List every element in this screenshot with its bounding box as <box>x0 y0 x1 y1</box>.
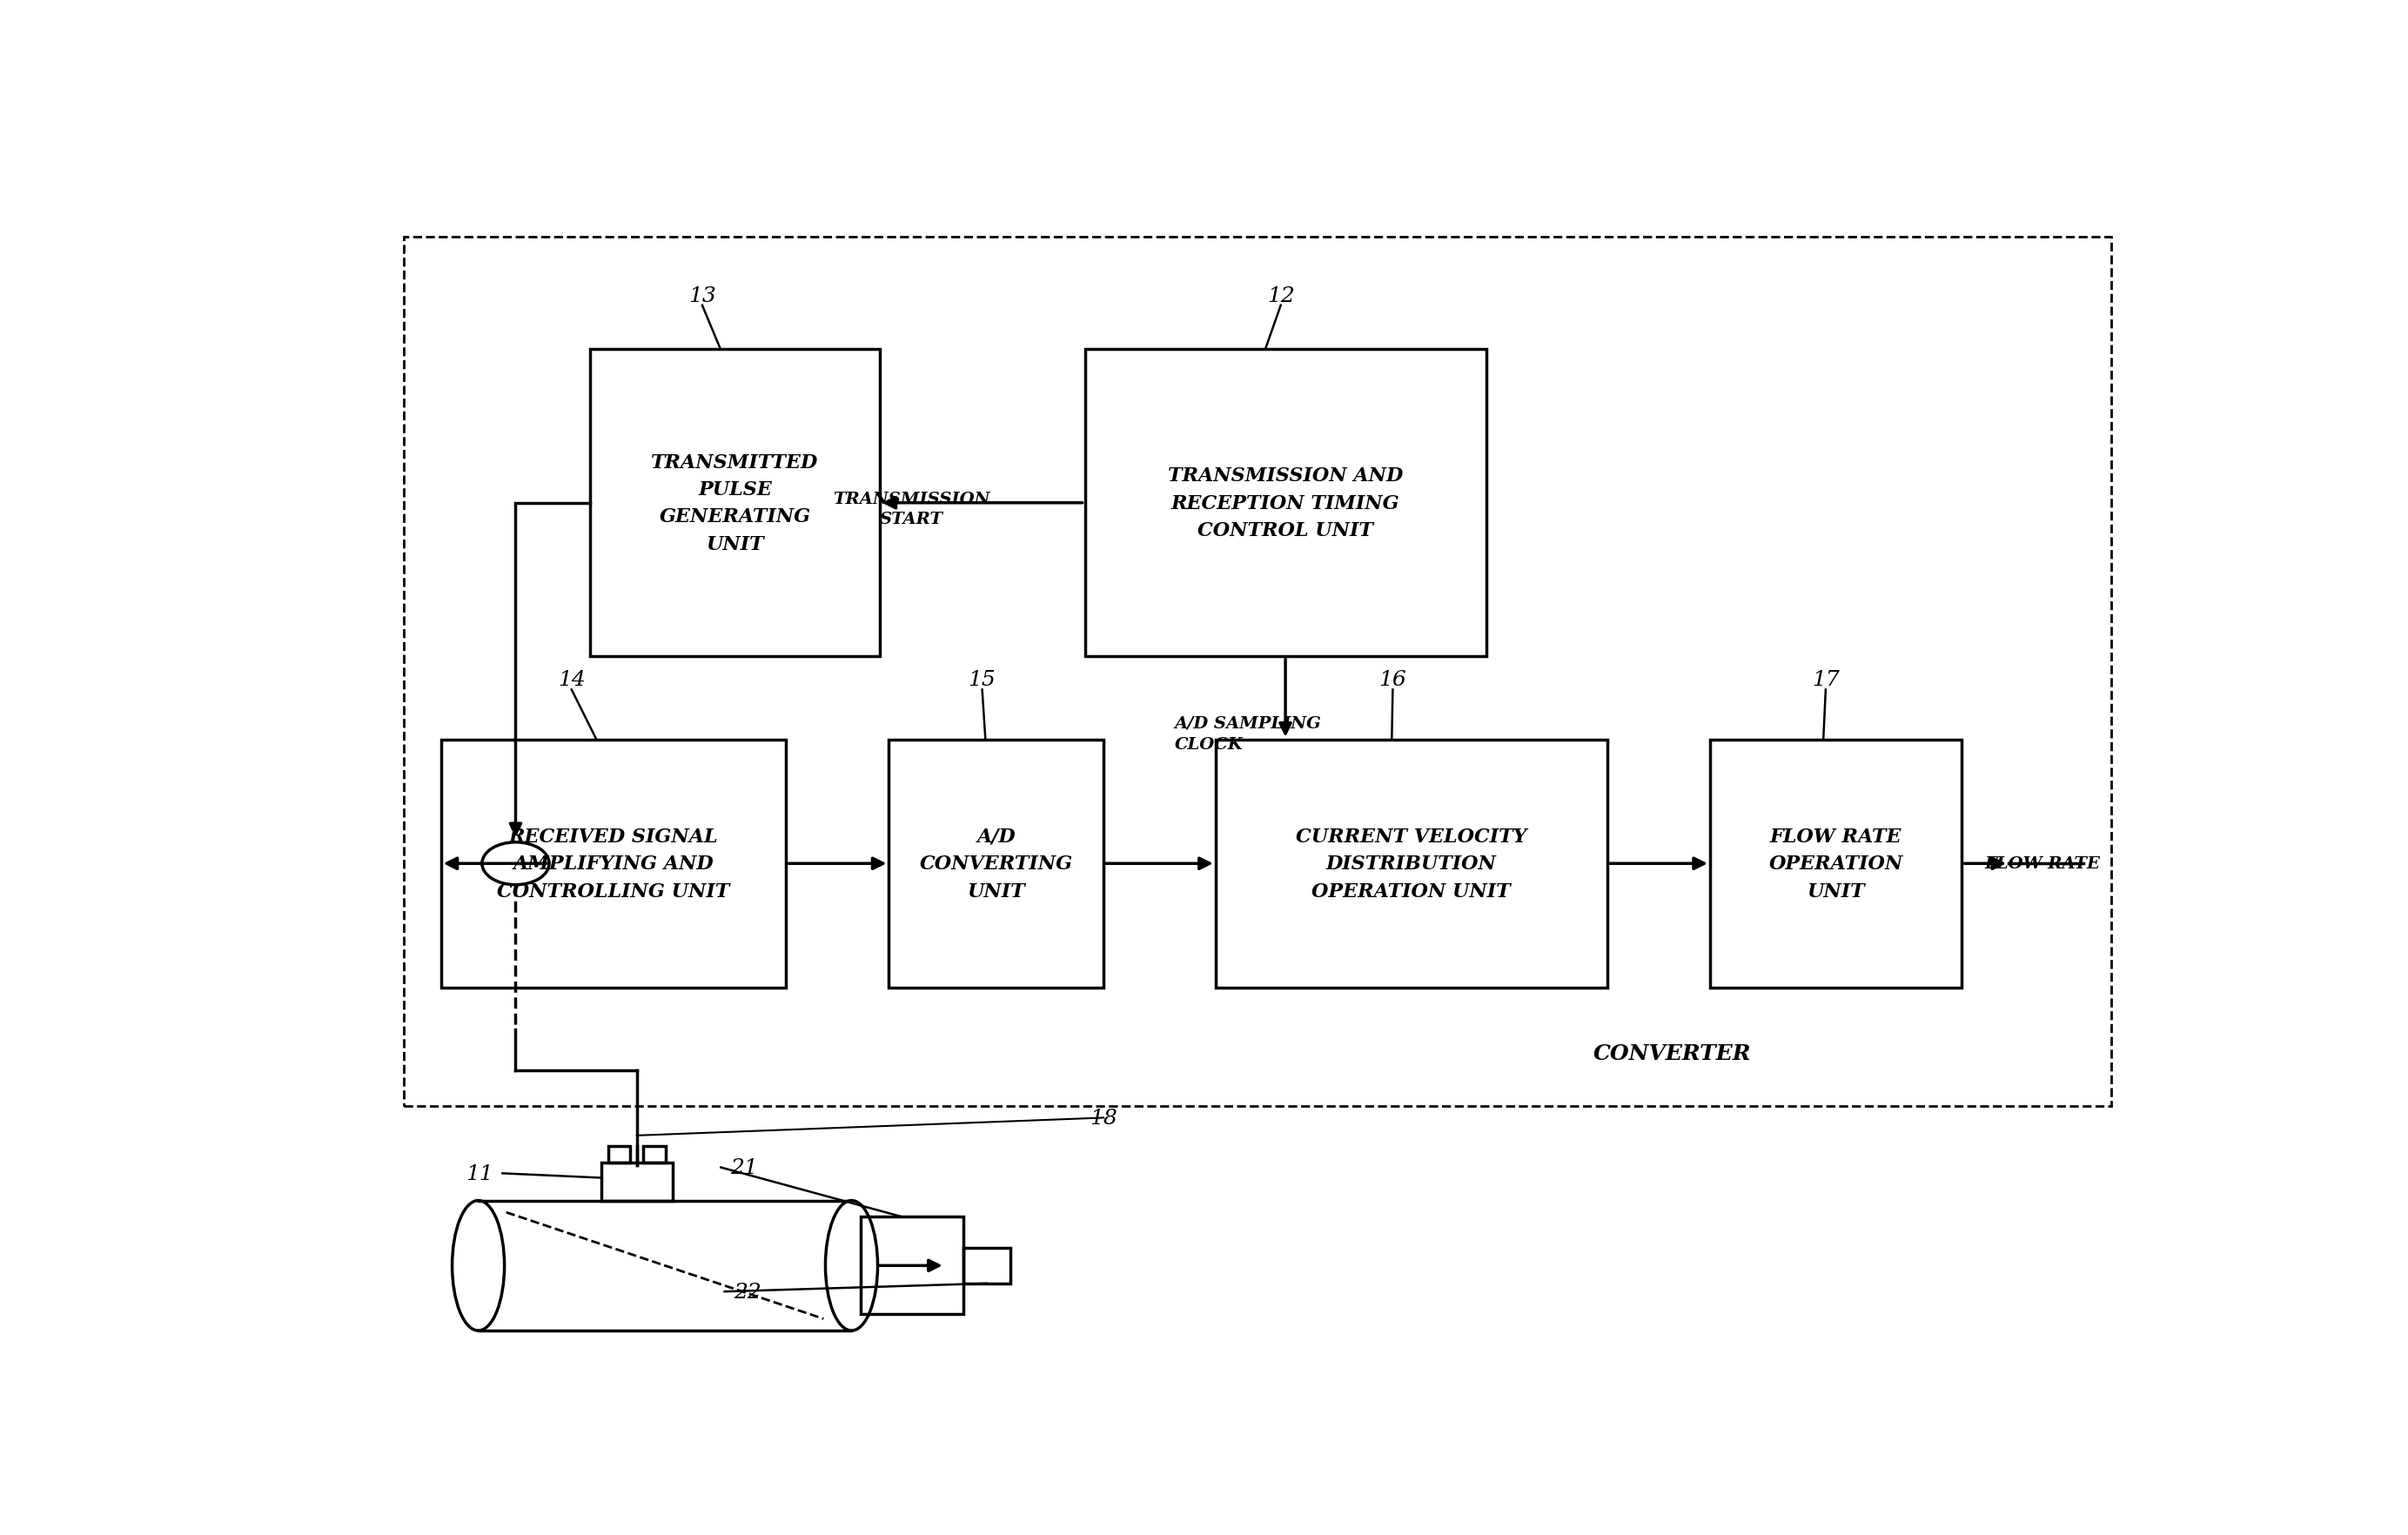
Text: TRANSMITTED
PULSE
GENERATING
UNIT: TRANSMITTED PULSE GENERATING UNIT <box>650 453 819 554</box>
Bar <box>1710 740 1963 989</box>
Text: CONVERTER: CONVERTER <box>1594 1042 1751 1064</box>
Bar <box>441 740 785 989</box>
Bar <box>963 1248 1011 1283</box>
Text: RECEIVED SIGNAL
AMPLIFYING AND
CONTROLLING UNIT: RECEIVED SIGNAL AMPLIFYING AND CONTROLLI… <box>498 827 730 901</box>
Text: TRANSMISSION
START: TRANSMISSION START <box>833 491 990 528</box>
Text: 15: 15 <box>968 671 997 691</box>
Text: 12: 12 <box>1267 286 1296 305</box>
Text: A/D
CONVERTING
UNIT: A/D CONVERTING UNIT <box>920 827 1074 901</box>
Bar <box>607 1147 631 1164</box>
Bar <box>643 1147 667 1164</box>
Bar <box>590 350 879 657</box>
Text: A/D SAMPLING
CLOCK: A/D SAMPLING CLOCK <box>1175 715 1322 752</box>
Bar <box>889 740 1103 989</box>
Text: 13: 13 <box>689 286 715 305</box>
Text: 16: 16 <box>1380 671 1406 691</box>
Text: FLOW RATE
OPERATION
UNIT: FLOW RATE OPERATION UNIT <box>1770 827 1902 901</box>
Bar <box>1084 350 1486 657</box>
Bar <box>405 238 2112 1107</box>
Text: 14: 14 <box>559 671 585 691</box>
Bar <box>862 1217 963 1314</box>
Text: 11: 11 <box>465 1164 494 1183</box>
Text: 18: 18 <box>1091 1108 1117 1128</box>
Text: 17: 17 <box>1811 671 1840 691</box>
Text: CURRENT VELOCITY
DISTRIBUTION
OPERATION UNIT: CURRENT VELOCITY DISTRIBUTION OPERATION … <box>1296 827 1527 901</box>
Bar <box>602 1164 672 1200</box>
Text: 21: 21 <box>730 1157 759 1177</box>
Bar <box>1216 740 1609 989</box>
Text: 22: 22 <box>734 1282 761 1302</box>
Text: FLOW RATE: FLOW RATE <box>1984 857 2100 872</box>
Text: TRANSMISSION AND
RECEPTION TIMING
CONTROL UNIT: TRANSMISSION AND RECEPTION TIMING CONTRO… <box>1168 467 1404 540</box>
